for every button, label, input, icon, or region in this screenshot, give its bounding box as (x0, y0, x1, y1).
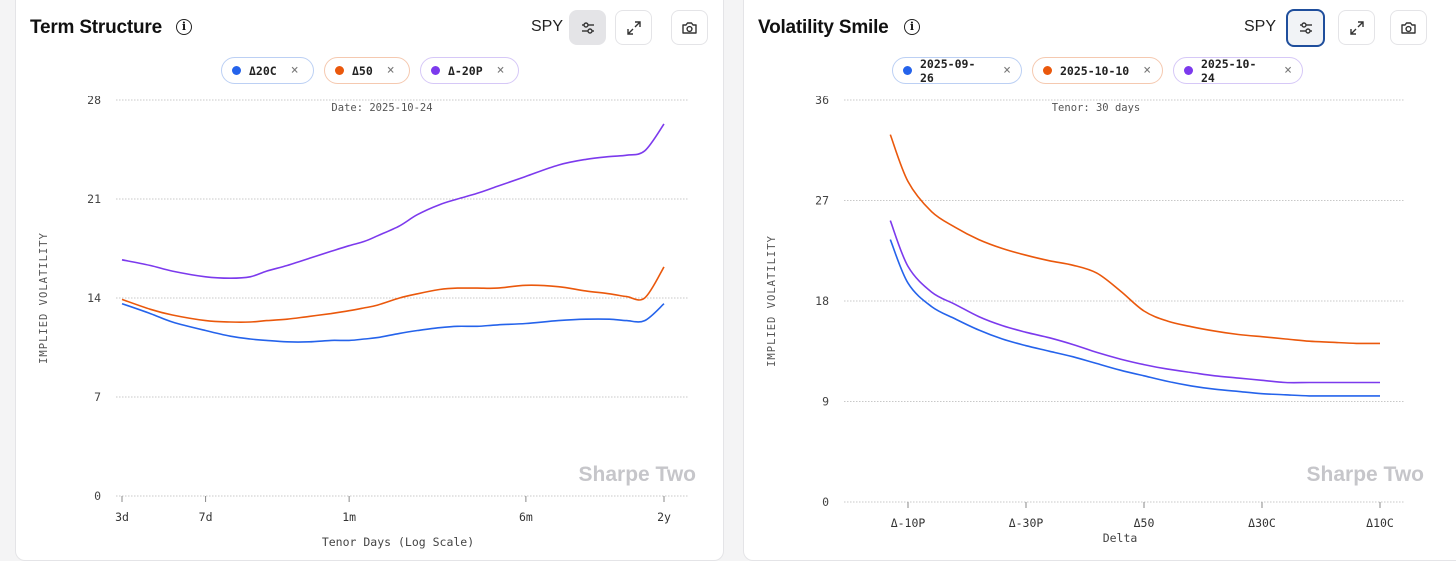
y-tick-label: 36 (815, 96, 829, 107)
y-tick-label: 27 (815, 194, 829, 208)
y-tick-label: 21 (87, 192, 101, 206)
remove-icon[interactable]: × (1284, 63, 1292, 78)
sliders-icon (581, 21, 594, 34)
sliders-icon (1299, 22, 1312, 34)
camera-icon (682, 21, 697, 34)
ticker-label: SPY (1244, 18, 1277, 35)
chip-label: 2025-10-10 (1060, 63, 1130, 78)
series-line-2 (889, 220, 1380, 384)
series-chip-2[interactable]: 2025-10-24 × (1173, 56, 1303, 85)
x-tick-label: Δ30C (1248, 516, 1276, 530)
x-tick-label: 1m (342, 510, 356, 524)
expand-icon (626, 20, 641, 35)
series-line-2 (121, 123, 665, 279)
volatility-smile-card: Volatility Smile i SPY 2025-09-26 × 2025… (743, 0, 1456, 561)
legend-dot (1184, 66, 1193, 75)
info-icon[interactable]: i (176, 19, 192, 35)
y-tick-label: 9 (822, 395, 829, 409)
legend-dot (335, 66, 344, 75)
chip-label: Δ-20P (448, 63, 483, 78)
remove-icon[interactable]: × (1143, 63, 1152, 78)
x-tick-label: 2y (657, 510, 671, 524)
info-icon[interactable]: i (904, 19, 920, 35)
y-axis-label: IMPLIED VOLATILITY (766, 235, 778, 367)
legend-dot (431, 66, 440, 75)
ticker-label: SPY (531, 18, 564, 35)
y-tick-label: 14 (87, 291, 101, 305)
term-structure-chart: 0 7 14 21 28 3d 7d 1m 6m 2y Date: 2025-10-24 Tenor … (38, 96, 696, 549)
series-chip-0[interactable]: Δ20C × (221, 57, 314, 84)
expand-icon (1349, 20, 1364, 35)
watermark: Sharpe Two (579, 463, 696, 486)
expand-button[interactable] (615, 10, 652, 45)
term-structure-card: Term Structure i SPY Δ20C × Δ50 × Δ-20P … (15, 0, 724, 561)
y-tick-label: 0 (94, 489, 101, 503)
series-line-0 (121, 302, 665, 343)
y-axis-label: IMPLIED VOLATILITY (38, 232, 50, 364)
camera-icon (1401, 21, 1416, 34)
remove-icon[interactable]: × (290, 63, 299, 78)
watermark: Sharpe Two (1307, 463, 1424, 486)
x-tick-label: 3d (115, 510, 129, 524)
x-tick-label: 6m (519, 510, 533, 524)
settings-button[interactable] (1286, 9, 1325, 47)
x-tick-label: Δ10C (1366, 516, 1394, 530)
chip-label: Δ20C (249, 63, 277, 78)
legend-dot (232, 66, 241, 75)
settings-button[interactable] (569, 10, 606, 45)
volatility-smile-chart: 0 9 18 27 36 Δ-10P Δ-30P Δ50 Δ30C Δ10C Tenor: 30 d… (766, 96, 1424, 545)
chip-label: 2025-10-24 (1200, 56, 1257, 85)
x-tick-label: Δ50 (1134, 516, 1155, 530)
y-tick-label: 28 (87, 96, 101, 107)
expand-button[interactable] (1338, 10, 1375, 45)
legend-dot (903, 66, 912, 75)
x-axis-label: Tenor Days (Log Scale) (322, 535, 474, 549)
x-tick-label: 7d (199, 510, 213, 524)
series-chip-1[interactable]: 2025-10-10 × (1032, 57, 1163, 84)
screenshot-button[interactable] (1390, 10, 1427, 45)
panel-title: Volatility Smile (758, 17, 889, 38)
remove-icon[interactable]: × (496, 63, 505, 78)
x-tick-label: Δ-10P (891, 516, 926, 530)
chart-annotation: Tenor: 30 days (1052, 102, 1141, 114)
series-line-1 (889, 134, 1381, 345)
remove-icon[interactable]: × (1003, 63, 1011, 78)
y-tick-label: 0 (822, 495, 829, 509)
series-chip-1[interactable]: Δ50 × (324, 57, 410, 84)
chart-annotation: Date: 2025-10-24 (331, 102, 432, 114)
series-line-1 (121, 266, 665, 324)
y-tick-label: 18 (815, 294, 829, 308)
x-axis-label: Delta (1103, 531, 1138, 545)
series-line-0 (889, 239, 1380, 397)
chip-label: 2025-09-26 (919, 56, 976, 85)
chip-label: Δ50 (352, 63, 373, 78)
panel-title: Term Structure (30, 17, 162, 38)
remove-icon[interactable]: × (386, 63, 395, 78)
x-tick-label: Δ-30P (1009, 516, 1044, 530)
legend-dot (1043, 66, 1052, 75)
series-chip-2[interactable]: Δ-20P × (420, 57, 519, 84)
series-chip-0[interactable]: 2025-09-26 × (892, 56, 1022, 85)
screenshot-button[interactable] (671, 10, 708, 45)
y-tick-label: 7 (94, 390, 101, 404)
